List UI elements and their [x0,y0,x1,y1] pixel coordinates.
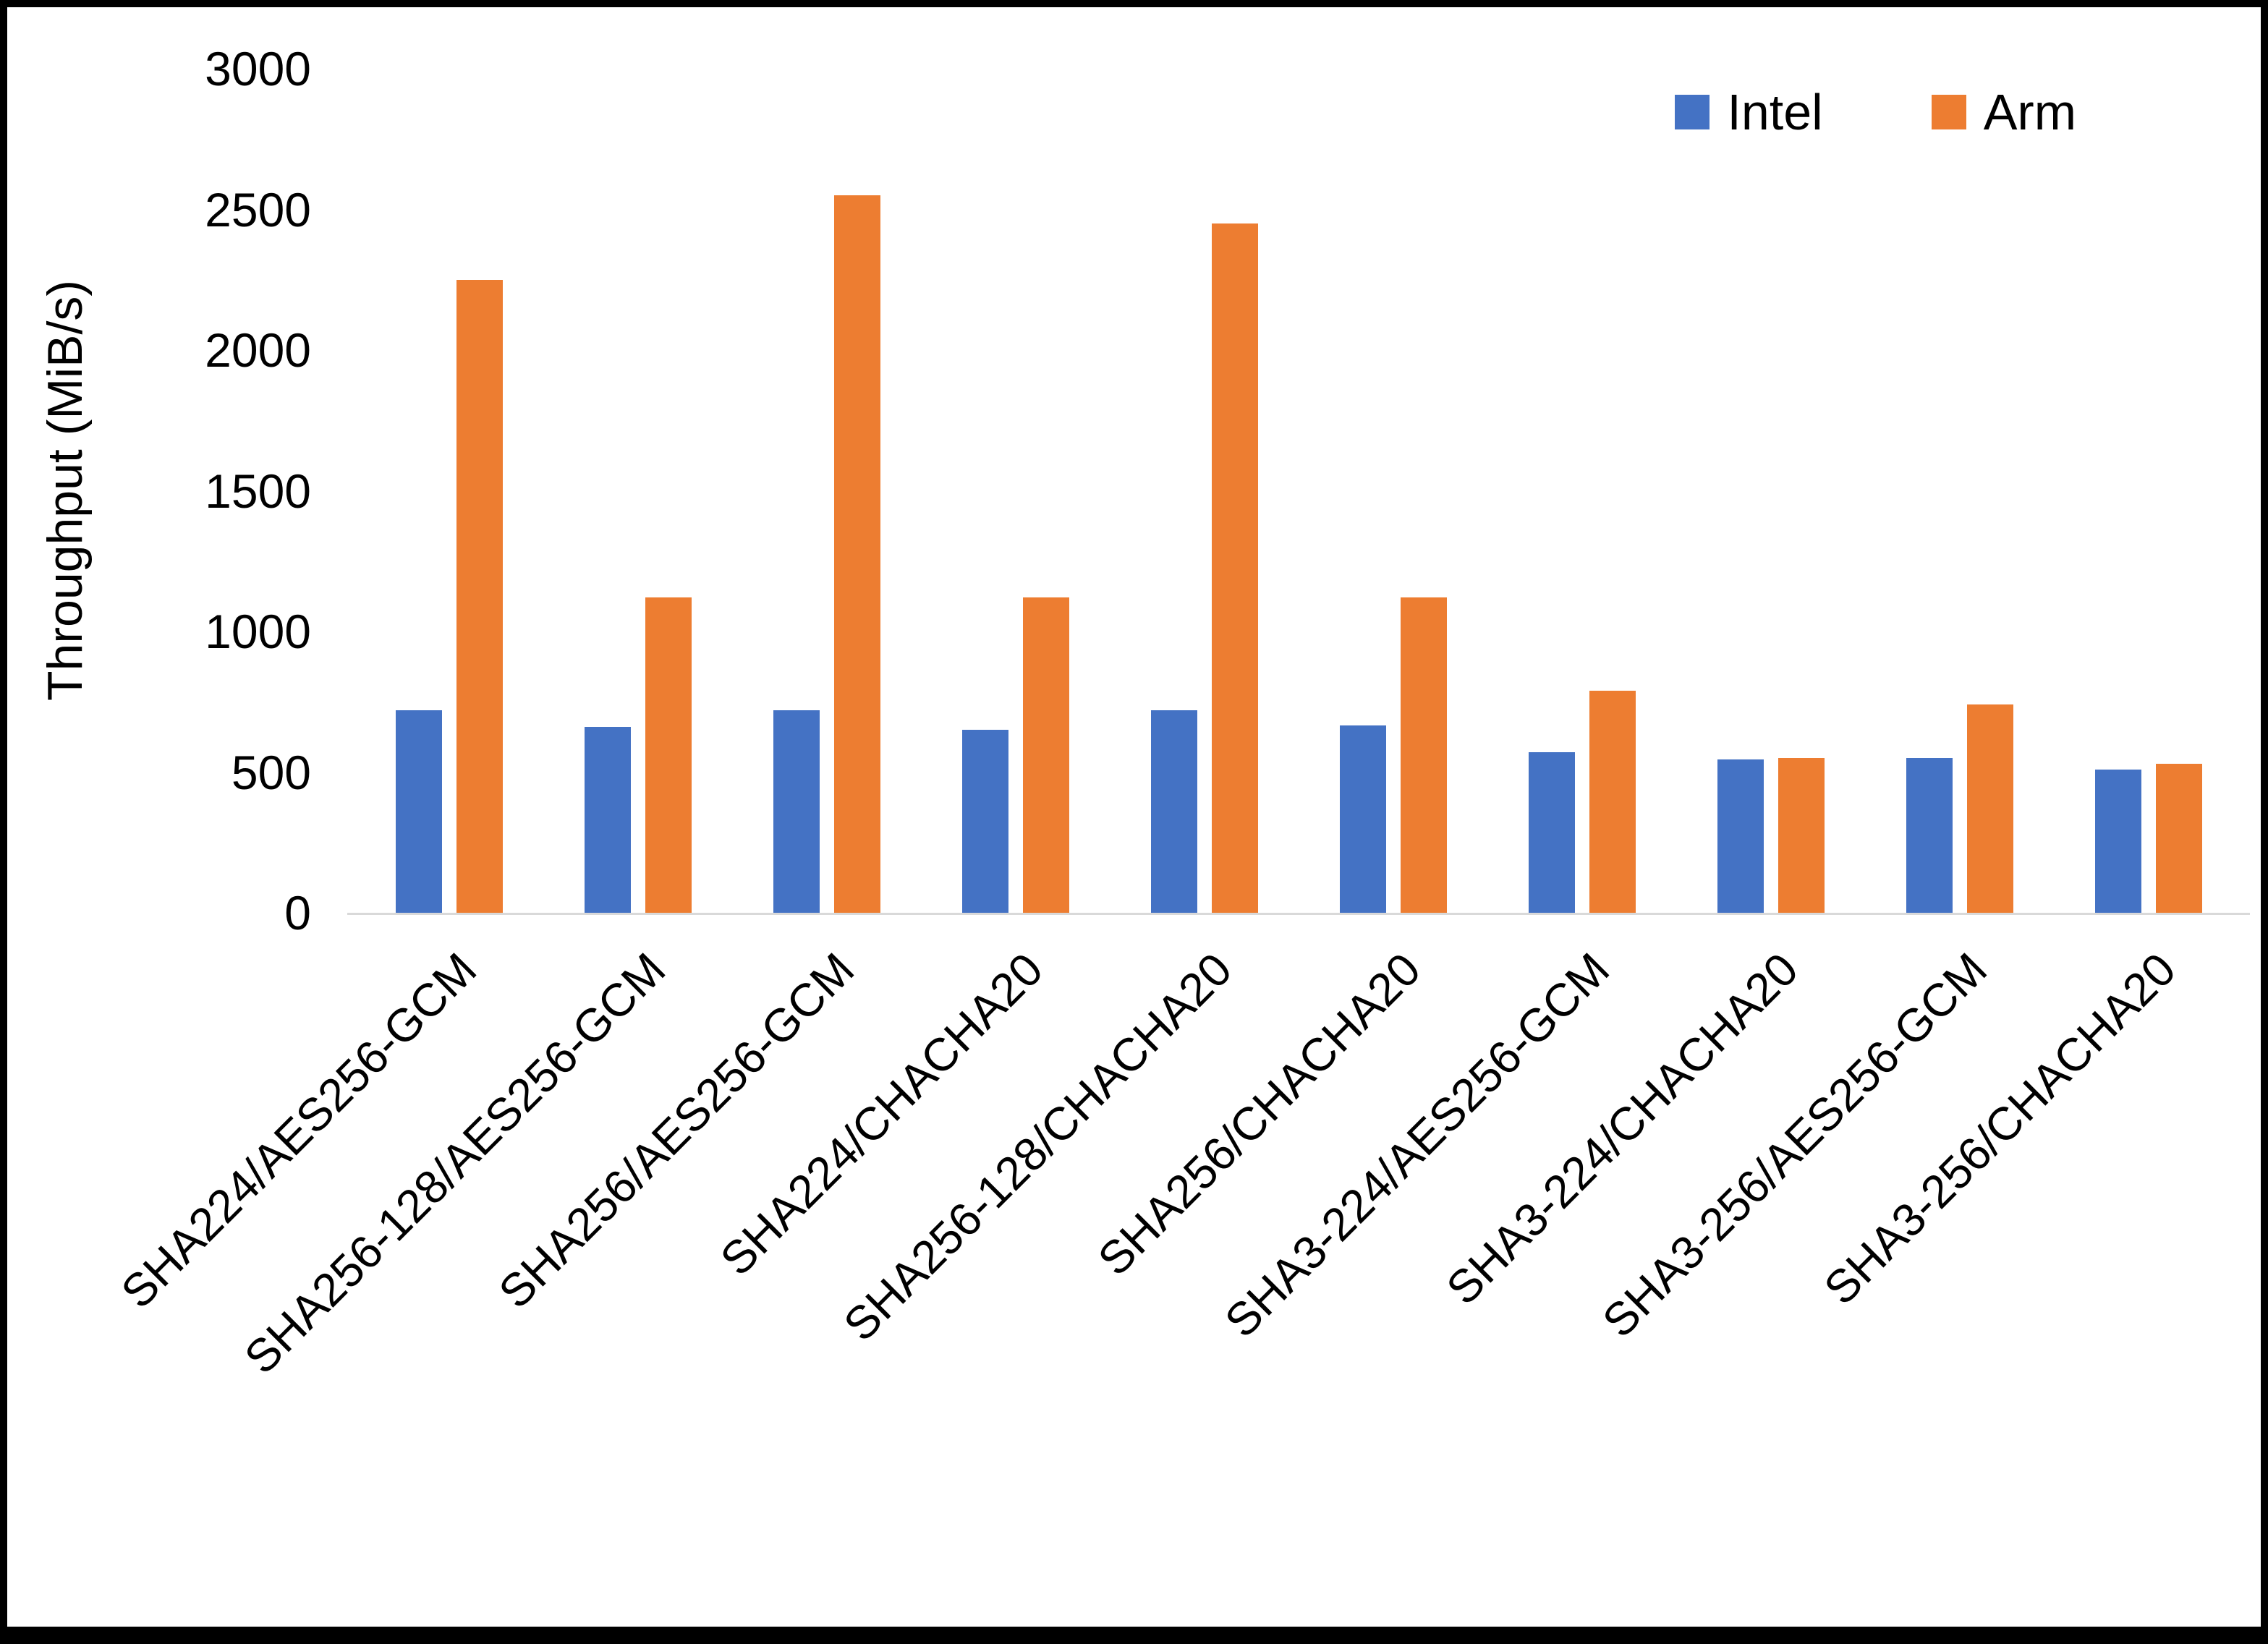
x-axis-label: SHA3-256/CHACHA20 [1814,942,2186,1315]
bar-intel [395,710,442,913]
bar-group [543,69,732,913]
bar-arm [1589,690,1636,913]
legend-label: Intel [1727,84,1823,140]
bar-group [1487,69,1676,913]
bar-intel [961,730,1008,913]
bar-group [1299,69,1487,913]
bar-arm [1400,597,1447,913]
x-axis-label: SHA256/AES256-GCM [488,942,865,1319]
legend-item-intel: Intel [1675,83,1823,141]
plot-area [354,69,2243,913]
bar-arm [1211,223,1258,913]
bar-group [354,69,543,913]
x-axis-label: SHA3-224/CHACHA20 [1436,942,1809,1315]
legend-label: Arm [1983,84,2076,140]
bar-group [1865,69,2054,913]
x-axis-label: SHA256/CHACHA20 [1087,942,1431,1286]
x-axis-label: SHA256-128/CHACHA20 [833,942,1242,1351]
bar-intel [1528,752,1575,913]
bar-arm [1966,704,2013,913]
bar-arm [1778,758,1825,913]
legend-swatch-icon [1931,95,1966,129]
bar-group [2054,69,2243,913]
bar-arm [456,279,503,913]
x-axis-label: SHA224/CHACHA20 [710,942,1053,1286]
bar-intel [584,727,631,913]
y-tick-label: 0 [284,886,311,940]
bar-intel [1717,759,1764,913]
y-tick-label: 1500 [205,464,311,518]
bar-group [732,69,921,913]
bar-intel [1339,725,1386,913]
bar-arm [1022,597,1069,913]
bar-arm [645,597,692,913]
bar-intel [2094,769,2141,913]
x-axis-labels: SHA224/AES256-GCM SHA256-128/AES256-GCM SH… [111,937,2243,1588]
y-tick-label: 2500 [205,182,311,237]
y-tick-label: 1000 [205,605,311,658]
legend-swatch-icon [1675,95,1710,129]
x-axis-label: SHA3-224/AES256-GCM [1215,942,1620,1347]
x-axis-line [347,913,2250,915]
bar-intel [1906,758,1953,913]
legend-item-arm: Arm [1931,83,2076,141]
x-axis-label: SHA224/AES256-GCM [111,942,487,1319]
bar-arm [833,195,880,913]
y-axis-tick-labels: 0 500 1000 1500 2000 2500 3000 [7,42,311,940]
bar-group [1676,69,1865,913]
x-axis-label: SHA3-256/AES256-GCM [1592,942,1997,1347]
bar-intel [773,710,820,913]
bar-arm [2155,763,2202,913]
bar-intel [1150,710,1197,913]
y-tick-label: 3000 [205,42,311,95]
y-tick-label: 2000 [205,323,311,377]
y-tick-label: 500 [231,745,311,799]
bar-group [921,69,1110,913]
bar-group [1110,69,1299,913]
legend: Intel Arm [1675,83,2076,141]
